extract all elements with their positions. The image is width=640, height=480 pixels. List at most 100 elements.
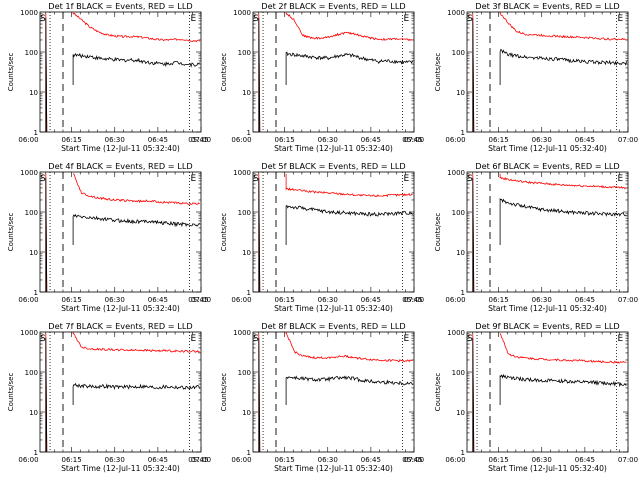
chart-title: Det 3f BLACK = Events, RED = LLD (475, 1, 619, 11)
y-tick-label: 10 (242, 249, 251, 257)
x-tick-label: 06:45 (361, 136, 381, 144)
x-tick-label: 06:45 (148, 456, 168, 464)
detector-panel-6: Det 6f BLACK = Events, RED = LLD Counts/s… (402, 161, 638, 313)
y-tick-label: 100 (25, 49, 38, 57)
chart-title: Det 5f BLACK = Events, RED = LLD (261, 161, 405, 171)
y-tick-label: 1 (34, 449, 38, 457)
y-axis-label: Counts/sec (7, 53, 15, 92)
start-marker-label: S (40, 174, 46, 184)
start-marker-label: S (253, 334, 259, 344)
x-tick-label: 06:00 (18, 296, 38, 304)
x-tick-label: 06:00 (445, 456, 465, 464)
y-tick-label: 1 (461, 449, 465, 457)
plot-frame (252, 11, 415, 133)
x-tick-label: 06:30 (532, 456, 552, 464)
x-tick-label: 06:15 (275, 456, 295, 464)
y-tick-label: 1000 (447, 169, 465, 177)
y-tick-label: 100 (238, 209, 251, 217)
y-tick-label: 10 (456, 409, 465, 417)
x-tick-label: 06:00 (231, 296, 251, 304)
y-tick-label: 1 (247, 129, 251, 137)
y-tick-label: 10 (29, 89, 38, 97)
y-tick-label: 1000 (233, 169, 251, 177)
detector-panel-2: Det 2f BLACK = Events, RED = LLD Counts/s… (188, 1, 424, 153)
chart-title: Det 7f BLACK = Events, RED = LLD (48, 321, 192, 331)
x-tick-label: 06:15 (489, 456, 509, 464)
x-tick-label: 06:30 (318, 296, 338, 304)
plot-frame (39, 11, 202, 133)
x-axis-label: Start Time (12-Jul-11 05:32:40) (488, 304, 607, 313)
x-tick-label: 06:30 (105, 456, 125, 464)
x-tick-label: 06:00 (18, 136, 38, 144)
series-line-red-lld (45, 332, 200, 453)
x-tick-label: 06:00 (231, 456, 251, 464)
series-line-red-lld (258, 173, 413, 293)
detector-panel-3: Det 3f BLACK = Events, RED = LLD Counts/s… (402, 1, 638, 153)
series-line-red-lld (258, 331, 413, 453)
x-tick-label: 06:15 (62, 136, 82, 144)
series-line-red-lld (45, 173, 200, 293)
y-axis-label: Counts/sec (434, 53, 442, 92)
plot-frame (252, 331, 415, 453)
y-tick-label: 1 (247, 449, 251, 457)
x-tick-label: 06:00 (231, 136, 251, 144)
x-axis-label: Start Time (12-Jul-11 05:32:40) (274, 144, 393, 153)
start-marker-label: S (40, 14, 46, 24)
x-tick-label: 06:45 (148, 136, 168, 144)
x-axis-label: Start Time (12-Jul-11 05:32:40) (274, 464, 393, 473)
y-tick-label: 1 (34, 289, 38, 297)
x-tick-label: 06:30 (318, 136, 338, 144)
y-tick-label: 1 (461, 289, 465, 297)
x-tick-label: 07:00 (404, 136, 424, 144)
x-tick-label: 06:15 (275, 296, 295, 304)
series-line-black-events (45, 178, 200, 293)
x-tick-label: 06:30 (532, 296, 552, 304)
x-tick-label: 06:15 (62, 296, 82, 304)
y-tick-label: 100 (452, 369, 465, 377)
detector-panel-9: Det 9f BLACK = Events, RED = LLD Counts/s… (402, 321, 638, 473)
y-tick-label: 1000 (447, 9, 465, 17)
series-line-black-events (258, 18, 413, 133)
x-tick-label: 07:00 (618, 456, 638, 464)
detector-panel-1: Det 1f BLACK = Events, RED = LLD Counts/s… (7, 1, 211, 153)
end-marker-label: E (191, 14, 197, 24)
y-tick-label: 1 (247, 289, 251, 297)
x-axis-label: Start Time (12-Jul-11 05:32:40) (61, 304, 180, 313)
y-axis-label: Counts/sec (434, 213, 442, 252)
x-tick-label: 05:45 (402, 136, 422, 144)
plot-frame (466, 171, 629, 293)
y-tick-label: 10 (242, 409, 251, 417)
y-axis-label: Counts/sec (7, 213, 15, 252)
plot-frame (39, 331, 202, 453)
y-tick-label: 100 (452, 209, 465, 217)
y-tick-label: 1 (34, 129, 38, 137)
x-tick-label: 06:45 (575, 136, 595, 144)
y-tick-label: 100 (238, 49, 251, 57)
chart-title: Det 9f BLACK = Events, RED = LLD (475, 321, 619, 331)
y-tick-label: 100 (25, 369, 38, 377)
series-line-black-events (45, 338, 200, 453)
x-axis-label: Start Time (12-Jul-11 05:32:40) (488, 464, 607, 473)
x-tick-label: 06:30 (318, 456, 338, 464)
series-line-black-events (258, 178, 413, 293)
start-marker-label: S (253, 14, 259, 24)
y-axis-label: Counts/sec (220, 53, 228, 92)
y-tick-label: 100 (25, 209, 38, 217)
series-line-black-events (472, 338, 627, 453)
plot-frame (466, 331, 629, 453)
x-tick-label: 06:00 (18, 456, 38, 464)
y-tick-label: 10 (456, 89, 465, 97)
y-axis-label: Counts/sec (220, 373, 228, 412)
x-tick-label: 05:45 (402, 456, 422, 464)
x-tick-label: 07:00 (191, 456, 211, 464)
y-tick-label: 1000 (20, 329, 38, 337)
y-axis-label: Counts/sec (7, 373, 15, 412)
x-axis-label: Start Time (12-Jul-11 05:32:40) (61, 464, 180, 473)
x-tick-label: 06:45 (148, 296, 168, 304)
x-tick-label: 06:15 (275, 136, 295, 144)
chart-title: Det 2f BLACK = Events, RED = LLD (261, 1, 405, 11)
x-axis-label: Start Time (12-Jul-11 05:32:40) (488, 144, 607, 153)
x-tick-label: 06:45 (575, 296, 595, 304)
end-marker-label: E (191, 174, 197, 184)
x-axis-label: Start Time (12-Jul-11 05:32:40) (274, 304, 393, 313)
